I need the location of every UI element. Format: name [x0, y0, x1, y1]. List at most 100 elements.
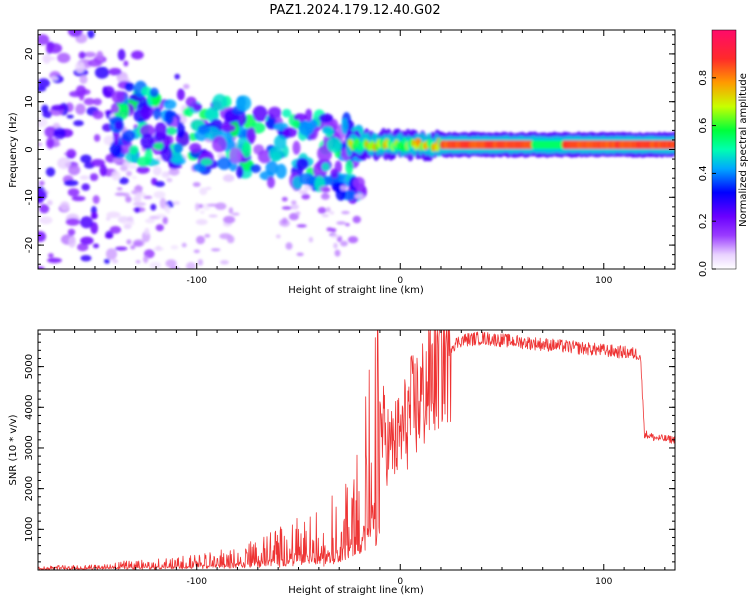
spectrogram-cell	[296, 252, 304, 257]
spectrogram-cell	[340, 240, 348, 247]
x-tick-label: -100	[187, 276, 208, 286]
spectrogram-cell	[155, 213, 166, 218]
spectrogram-cell	[160, 145, 173, 162]
spectrogram-cell	[141, 86, 153, 97]
spectrogram-cell	[318, 113, 334, 123]
spectrogram-cell	[93, 134, 101, 142]
y-tick-label: 20	[24, 48, 35, 61]
spectrogram-cell	[173, 143, 184, 154]
spectrogram-cell	[322, 187, 331, 193]
spectrogram-cell	[81, 183, 90, 191]
spectrogram-cell	[75, 61, 85, 74]
spectrogram-cell	[38, 266, 45, 269]
spectrogram-cell	[285, 242, 293, 250]
colorbar-tick-label: 0.8	[698, 70, 709, 86]
spectrogram-cell	[329, 211, 335, 215]
x-tick-label: 0	[397, 276, 403, 286]
spectrogram-cell	[87, 30, 95, 39]
spectrogram-cell	[211, 248, 221, 252]
spectrogram-cell	[154, 181, 165, 187]
spectrogram-cell	[154, 122, 168, 139]
spectrogram-cell	[38, 118, 48, 128]
spectrogram-cell	[80, 236, 94, 245]
spectrogram-cell	[252, 105, 268, 123]
spectrogram-cell	[200, 158, 213, 166]
spectrogram-cell	[104, 258, 110, 264]
spectrogram-cell	[220, 260, 229, 265]
snr-xlabel: Height of straight line (km)	[288, 585, 424, 596]
spectrogram-heatmap	[38, 30, 675, 269]
spectrogram-cell	[112, 158, 124, 164]
spectrogram-cell	[126, 239, 132, 245]
spectrogram-cell	[275, 163, 287, 179]
spectrogram-cell	[136, 156, 151, 167]
spectrogram-cell	[116, 187, 123, 191]
spectrogram-cell	[231, 212, 240, 216]
spectrogram-cell	[67, 30, 83, 37]
spectrogram-cell	[111, 90, 126, 104]
spectrogram-cell	[208, 214, 218, 218]
spectrogram-cell	[90, 212, 98, 220]
spectrogram-cell	[320, 193, 330, 200]
spectrogram-cell	[149, 261, 162, 269]
spectrogram-cell	[206, 203, 219, 207]
spectrogram-cell	[163, 99, 177, 110]
spectrogram-cell	[67, 188, 80, 197]
spectrogram-cell	[204, 233, 211, 238]
snr-ticks: -100 0 100 1000 2000 3000 4000 5000	[24, 330, 675, 587]
spectrogram-cell	[282, 108, 292, 118]
spectrogram-cell	[90, 222, 99, 234]
spectrogram-cell	[114, 192, 126, 196]
spectrogram-cell	[114, 120, 124, 131]
colorbar-label: Normalized spectral amplitude	[738, 73, 749, 227]
spectrogram-cell	[133, 186, 144, 190]
y-tick-label: 0	[24, 146, 35, 152]
spectrogram-cell	[87, 59, 103, 67]
spectrogram-cell	[42, 56, 56, 61]
spectrogram-cell	[322, 126, 332, 134]
spectrogram-cell	[268, 146, 283, 162]
spectrogram-cell	[176, 122, 185, 139]
spectrogram-cell	[44, 126, 57, 138]
spectrogram-cell	[57, 52, 71, 64]
x-tick-label: 0	[397, 577, 403, 587]
spectrogram-cell	[236, 95, 252, 111]
spectrogram-cell	[115, 246, 128, 251]
spectrogram-cell	[140, 133, 155, 150]
spectrogram-cell	[308, 236, 314, 243]
spectrogram-cell	[105, 248, 118, 260]
y-tick-label: -10	[24, 189, 35, 205]
spectrogram-xlabel: Height of straight line (km)	[288, 285, 424, 296]
spectrogram-cell	[345, 159, 354, 175]
spectrogram-cell	[298, 190, 308, 195]
spectrogram-cell	[121, 129, 136, 142]
snr-series-line	[38, 330, 675, 570]
spectrogram-cell	[134, 207, 141, 213]
spectrogram-cell	[46, 200, 53, 206]
spectrogram-cell	[281, 196, 288, 202]
colorbar-ticks: 0.0 0.2 0.4 0.6 0.8	[698, 70, 716, 277]
spectrogram-cell	[212, 94, 228, 111]
colorbar-tick-label: 0.2	[698, 213, 709, 229]
spectrogram-cell	[197, 259, 204, 266]
spectrogram-cell	[192, 163, 207, 172]
spectrogram-cell	[153, 107, 162, 120]
spectrogram-cell	[133, 202, 146, 207]
spectrogram-ylabel: Frequency (Hz)	[8, 112, 19, 188]
spectrogram-cell	[123, 60, 129, 67]
spectrogram-cell	[326, 206, 331, 213]
spectrogram-cell	[38, 142, 43, 147]
spectrogram-cell	[182, 108, 190, 117]
spectrogram-cell	[90, 159, 105, 167]
y-tick-label: 5000	[24, 354, 35, 379]
spectrogram-cell	[194, 202, 200, 212]
snr-ylabel: SNR (10 * v/v)	[8, 414, 19, 485]
spectrogram-cell	[60, 201, 70, 212]
spectrogram-cell	[169, 266, 180, 269]
spectrogram-cell	[42, 110, 52, 119]
spectrogram-cell	[292, 140, 301, 155]
x-tick-label: 100	[595, 577, 612, 587]
spectrogram-cell	[317, 207, 327, 214]
spectrogram-cell	[223, 174, 235, 182]
spectrogram-cell	[275, 234, 281, 239]
